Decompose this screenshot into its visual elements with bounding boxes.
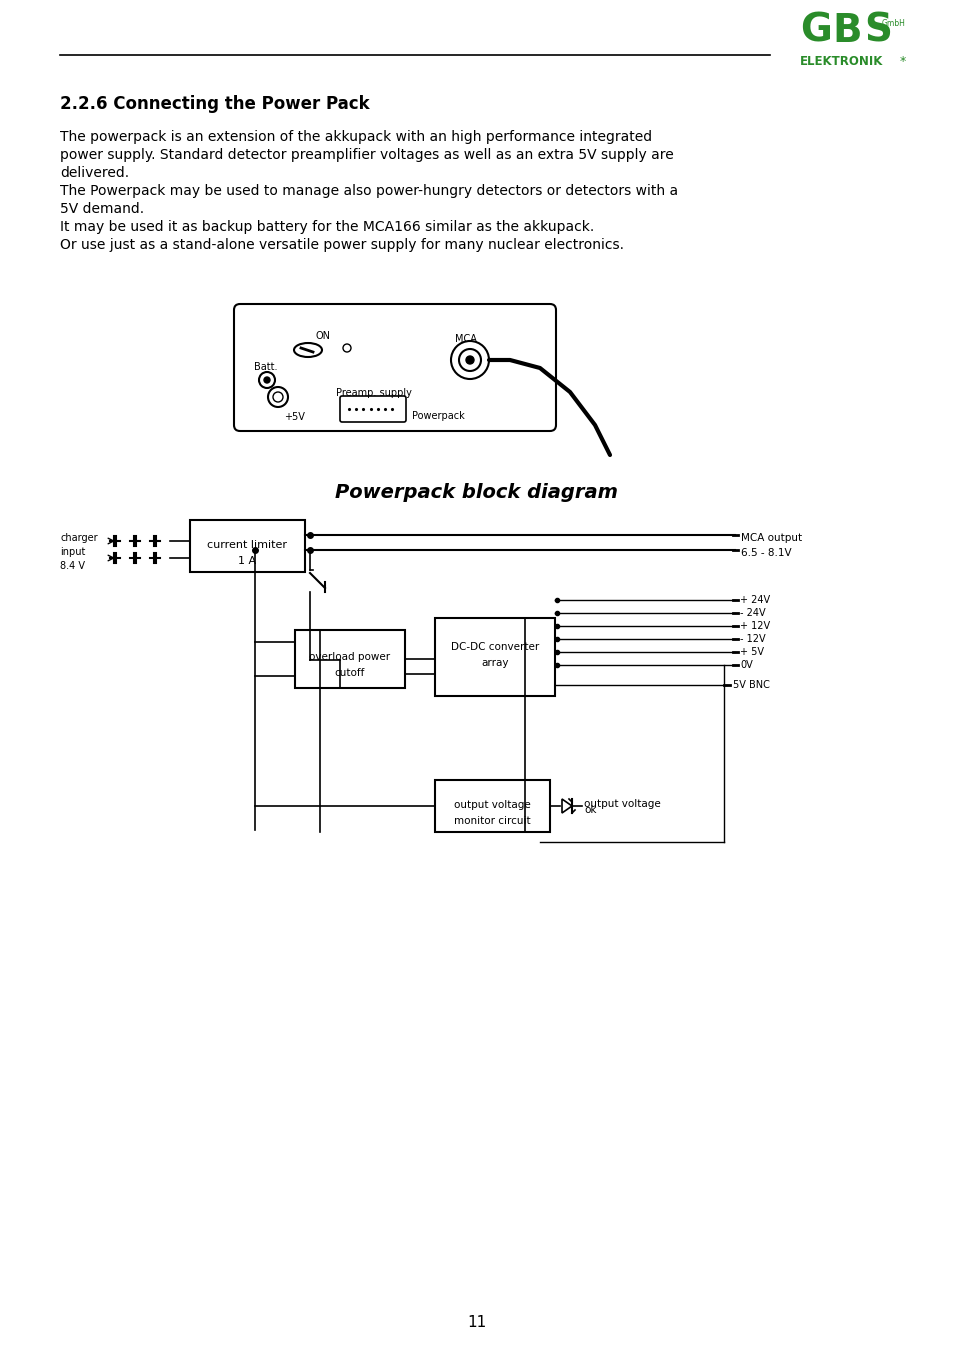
Text: output voltage: output voltage [583, 798, 660, 809]
Text: MCA: MCA [455, 334, 476, 345]
Text: MCA output: MCA output [740, 534, 801, 543]
Text: 2.2.6 Connecting the Power Pack: 2.2.6 Connecting the Power Pack [60, 95, 369, 113]
Text: 5V demand.: 5V demand. [60, 203, 144, 216]
Text: It may be used it as backup battery for the MCA166 similar as the akkupack.: It may be used it as backup battery for … [60, 220, 594, 234]
Text: + 24V: + 24V [740, 594, 769, 605]
Text: Batt.: Batt. [253, 362, 277, 372]
Text: ELEKTRONIK: ELEKTRONIK [800, 55, 882, 68]
Circle shape [273, 392, 283, 403]
Text: Powerpack: Powerpack [412, 411, 464, 422]
Text: 5V BNC: 5V BNC [732, 680, 769, 690]
Text: G: G [800, 12, 831, 50]
Circle shape [451, 340, 489, 380]
Text: charger: charger [60, 534, 97, 543]
Circle shape [268, 386, 288, 407]
Bar [435, 617, 555, 696]
Text: 11: 11 [467, 1315, 486, 1329]
Text: *: * [899, 55, 905, 68]
Text: 6.5 - 8.1V: 6.5 - 8.1V [740, 549, 791, 558]
Circle shape [465, 357, 474, 363]
Bar [294, 630, 405, 688]
Bar [435, 780, 550, 832]
Text: 0V: 0V [740, 661, 752, 670]
Text: 8.4 V: 8.4 V [60, 561, 85, 571]
Circle shape [264, 377, 270, 382]
Text: cutoff: cutoff [335, 667, 365, 678]
Ellipse shape [294, 343, 322, 357]
Text: Powerpack block diagram: Powerpack block diagram [335, 484, 618, 503]
Text: + 12V: + 12V [740, 621, 769, 631]
FancyBboxPatch shape [339, 396, 406, 422]
Text: GmbH: GmbH [882, 19, 905, 28]
Text: ON: ON [315, 331, 331, 340]
Text: ok: ok [583, 805, 596, 815]
Text: S: S [863, 12, 891, 50]
Text: Or use just as a stand-alone versatile power supply for many nuclear electronics: Or use just as a stand-alone versatile p… [60, 238, 623, 253]
Circle shape [343, 345, 351, 353]
FancyBboxPatch shape [233, 304, 556, 431]
Text: + 5V: + 5V [740, 647, 763, 657]
Text: - 24V: - 24V [740, 608, 765, 617]
Text: The Powerpack may be used to manage also power-hungry detectors or detectors wit: The Powerpack may be used to manage also… [60, 184, 678, 199]
Circle shape [458, 349, 480, 372]
Text: +5V: +5V [284, 412, 305, 422]
Text: - 12V: - 12V [740, 634, 765, 644]
Text: current limiter: current limiter [208, 540, 287, 550]
Bar [190, 520, 305, 571]
Text: power supply. Standard detector preamplifier voltages as well as an extra 5V sup: power supply. Standard detector preampli… [60, 149, 673, 162]
Text: array: array [480, 658, 508, 667]
Text: Preamp. supply: Preamp. supply [335, 388, 412, 399]
Text: delivered.: delivered. [60, 166, 129, 180]
Circle shape [258, 372, 274, 388]
Text: input: input [60, 547, 85, 557]
Text: output voltage: output voltage [454, 800, 530, 811]
Text: DC-DC converter: DC-DC converter [451, 642, 538, 653]
Text: B: B [831, 12, 861, 50]
Text: The powerpack is an extension of the akkupack with an high performance integrate: The powerpack is an extension of the akk… [60, 130, 652, 145]
Text: 1 A: 1 A [238, 557, 256, 566]
Text: monitor circuit: monitor circuit [454, 816, 530, 825]
Text: overload power: overload power [309, 653, 390, 662]
